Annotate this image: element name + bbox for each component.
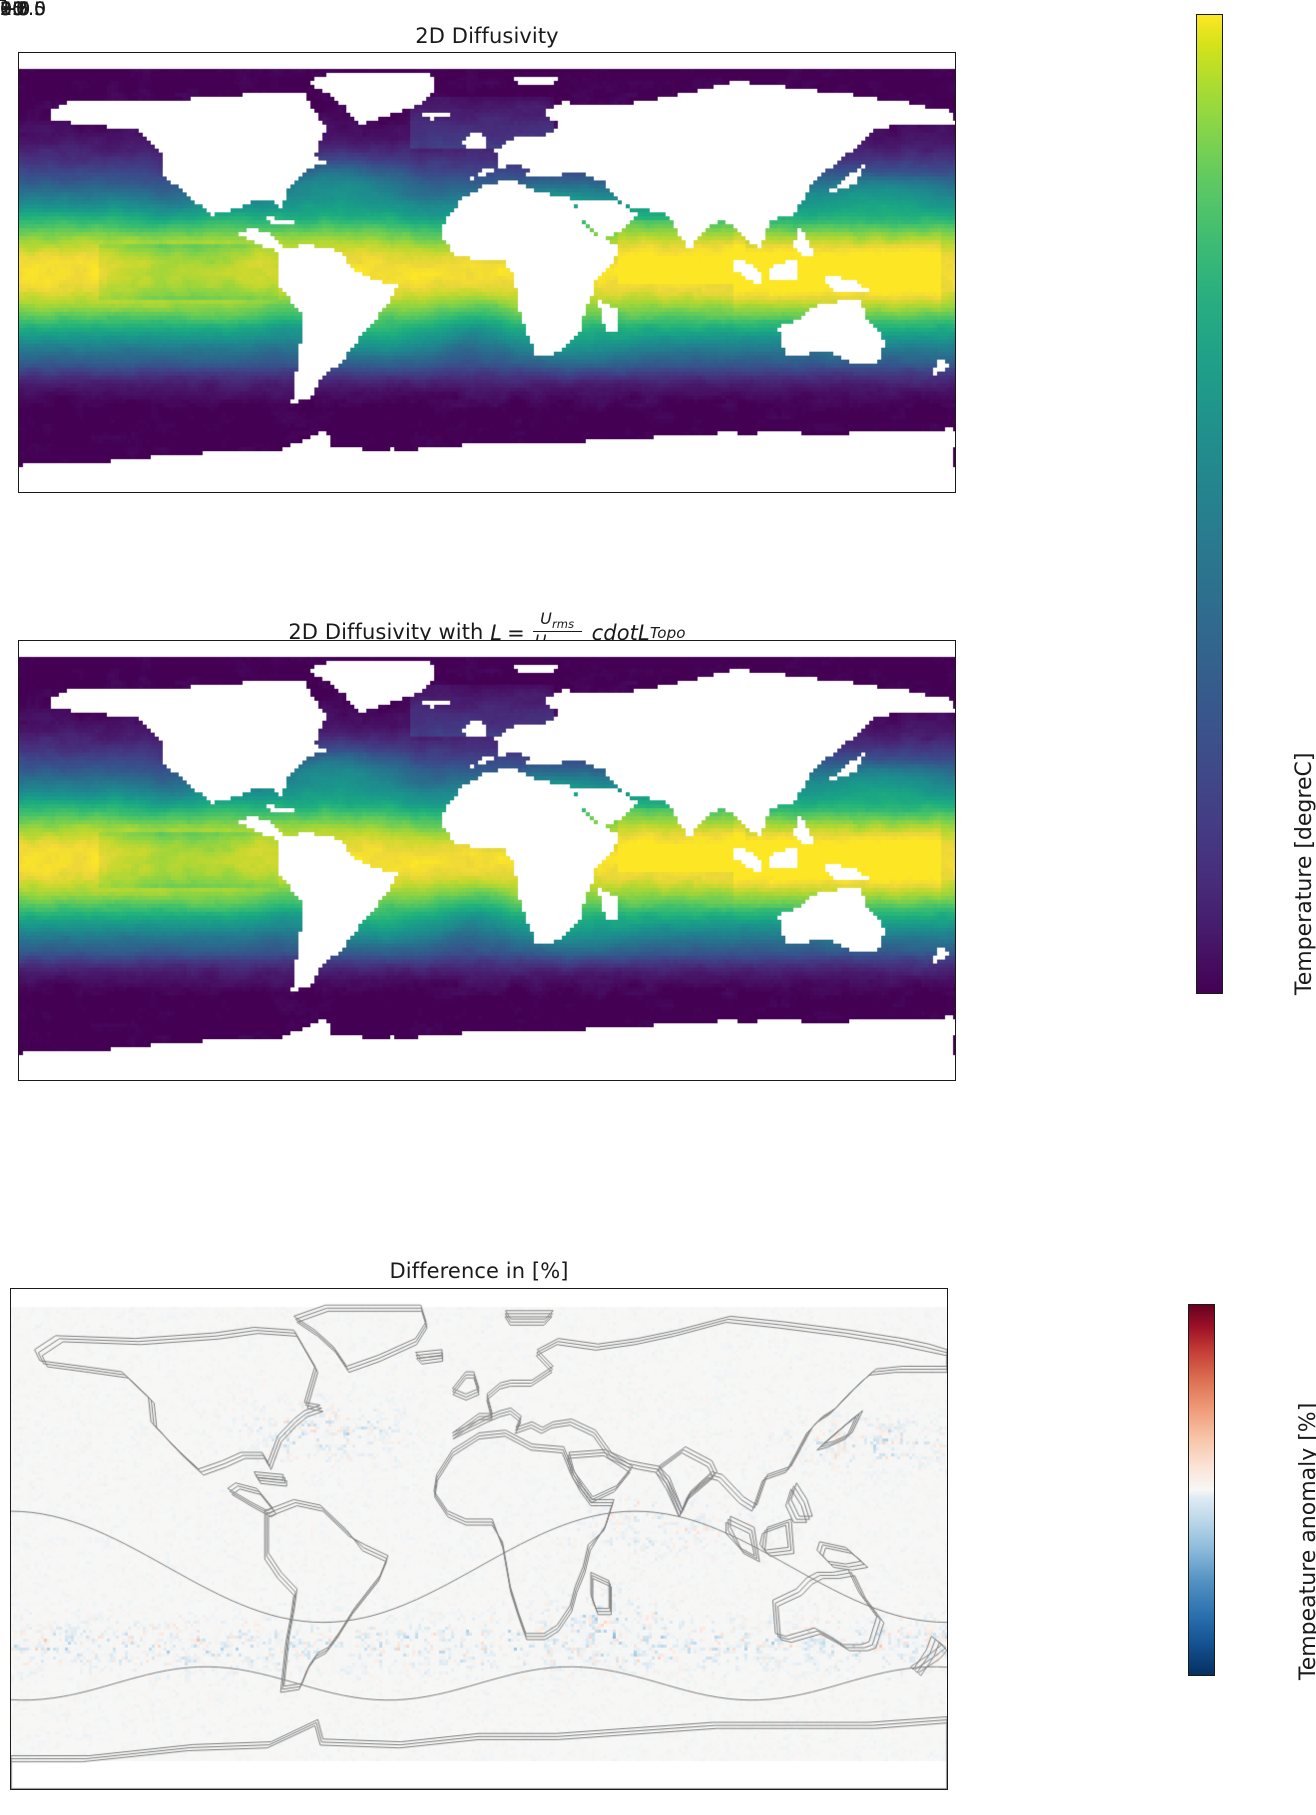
- panel-title-diffusivity-2d: 2D Diffusivity: [415, 24, 559, 48]
- map-diffusivity-2d-ltopo: [18, 640, 956, 1081]
- anomaly-colorbar-ticklabel: 0.5: [0, 0, 31, 20]
- map-canvas-diffusivity-2d: [19, 53, 955, 492]
- anomaly-colorbar-ticklabel: 2.0: [0, 0, 31, 20]
- anomaly-colorbar-ticklabel: −2.0: [0, 0, 47, 20]
- math-numerator-base: U: [540, 609, 552, 628]
- temperature-colorbar-ticklabel: 25: [0, 0, 25, 20]
- math-var-L: L: [490, 620, 503, 645]
- temperature-colorbar-label: Temperature [degreC]: [1292, 752, 1316, 995]
- temperature-colorbar: [1196, 14, 1223, 994]
- map-canvas-diffusivity-2d-ltopo: [19, 641, 955, 1080]
- map-canvas-difference: [11, 1289, 947, 1789]
- map-diffusivity-2d: [18, 52, 956, 493]
- anomaly-colorbar-tick: [0, 0, 6, 2]
- temperature-colorbar-ticklabel: 0: [0, 0, 13, 20]
- math-equals: =: [507, 620, 525, 645]
- anomaly-colorbar-ticklabel: 0.0: [0, 0, 31, 20]
- anomaly-colorbar-ticklabel: 1.0: [0, 0, 31, 20]
- anomaly-colorbar-ticklabel: 1.5: [0, 0, 31, 20]
- math-numerator: Urms: [538, 609, 576, 632]
- math-tail-sub: Topo: [649, 623, 686, 642]
- anomaly-colorbar-ticklabel: −1.5: [0, 0, 47, 20]
- anomaly-colorbar-label: Tempeature anomaly [%]: [1296, 1402, 1316, 1680]
- temperature-colorbar-ticklabel: 15: [0, 0, 25, 20]
- temperature-colorbar-ticklabel: 5: [0, 0, 13, 20]
- map-difference: [10, 1288, 948, 1790]
- temperature-colorbar-ticklabel: 10: [0, 0, 25, 20]
- panel-title-difference: Difference in [%]: [389, 1259, 569, 1283]
- anomaly-colorbar-ticklabel: −0.5: [0, 0, 47, 20]
- title-lead-text: 2D Diffusivity with: [288, 619, 491, 644]
- anomaly-colorbar: [1188, 1304, 1215, 1676]
- math-numerator-sub: rms: [551, 617, 575, 632]
- anomaly-colorbar-ticklabel: −1.0: [0, 0, 47, 20]
- temperature-colorbar-ticklabel: 20: [0, 0, 25, 20]
- temperature-colorbar-ticklabel: 30: [0, 0, 25, 20]
